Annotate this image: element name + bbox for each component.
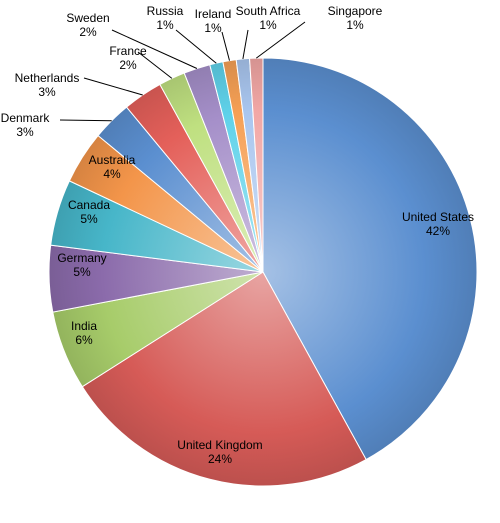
slice-percent: 2% [79, 25, 97, 39]
slice-name: United Kingdom [177, 438, 262, 452]
leader-line-france [137, 51, 173, 79]
pie-slice-united-states [262, 57, 478, 461]
slice-percent: 1% [156, 18, 174, 32]
slice-label-united-states: United States 42% [402, 210, 474, 238]
slice-percent: 5% [73, 265, 91, 279]
slice-name: Germany [57, 251, 106, 265]
slice-label-india: India 6% [71, 319, 97, 347]
slice-label-sweden: Sweden 2% [66, 11, 109, 39]
slice-label-south-africa: South Africa 1% [236, 4, 301, 32]
slice-name: Australia [89, 153, 136, 167]
slice-label-france: France 2% [109, 44, 147, 72]
leader-line-sweden [111, 29, 198, 69]
leader-line-netherlands [83, 77, 143, 96]
slice-percent: 42% [426, 224, 450, 238]
leader-line-south-africa [242, 29, 249, 59]
slice-percent: 3% [16, 125, 34, 139]
slice-label-denmark: Denmark 3% [1, 111, 51, 139]
slice-percent: 6% [75, 333, 93, 347]
slice-label-russia: Russia 1% [147, 4, 184, 32]
slice-name: France [109, 44, 147, 58]
pie-slice-united-kingdom [81, 271, 367, 487]
slice-percent: 1% [204, 21, 222, 35]
slice-percent: 24% [208, 452, 232, 466]
leader-line-denmark [59, 119, 112, 122]
slice-percent: 1% [346, 18, 364, 32]
slice-label-canada: Canada 5% [68, 198, 110, 226]
slice-name: Canada [68, 198, 110, 212]
leader-line-singapore [256, 21, 306, 59]
slice-label-singapore: Singapore 1% [328, 4, 383, 32]
slice-name: South Africa [236, 4, 301, 18]
slice-name: Singapore [328, 4, 383, 18]
slice-name: Ireland [195, 7, 232, 21]
slice-label-netherlands: Netherlands 3% [15, 71, 80, 99]
slice-percent: 5% [80, 212, 98, 226]
slice-percent: 4% [103, 167, 121, 181]
slice-label-germany: Germany 5% [57, 251, 106, 279]
slice-name: Denmark [1, 111, 51, 125]
leader-line-russia [175, 29, 217, 64]
pie-slice-singapore [249, 57, 264, 273]
slice-name: Netherlands [15, 71, 80, 85]
slice-name: United States [402, 210, 474, 224]
slice-percent: 2% [119, 58, 137, 72]
leader-line-ireland [221, 31, 230, 61]
slice-label-ireland: Ireland 1% [195, 7, 232, 35]
slice-name: Russia [147, 4, 184, 18]
slice-percent: 1% [259, 18, 277, 32]
slice-label-united-kingdom: United Kingdom 24% [177, 438, 262, 466]
slice-label-australia: Australia 4% [89, 153, 136, 181]
slice-name: India [71, 319, 97, 333]
slice-name: Sweden [66, 11, 109, 25]
slice-percent: 3% [38, 85, 56, 99]
